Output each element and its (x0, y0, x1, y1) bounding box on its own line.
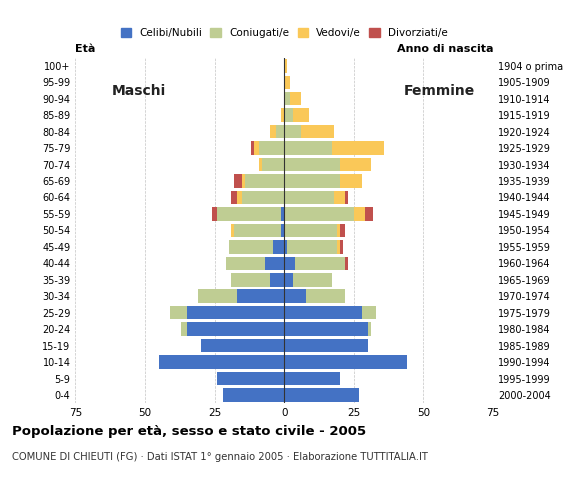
Bar (229, 240, 273, 253)
Bar (170, 306, 187, 319)
Bar (284, 289, 306, 303)
Bar (270, 125, 276, 138)
Bar (334, 191, 346, 204)
Text: Anno di nascita: Anno di nascita (397, 44, 493, 54)
Bar (259, 142, 284, 155)
Bar (218, 207, 281, 221)
Bar (259, 158, 262, 171)
Bar (284, 207, 354, 221)
Bar (281, 108, 284, 122)
Bar (242, 191, 284, 204)
Bar (231, 191, 237, 204)
Bar (284, 59, 287, 72)
Bar (284, 191, 334, 204)
Bar (234, 174, 242, 188)
Bar (354, 207, 365, 221)
Text: Popolazione per età, sesso e stato civile - 2005: Popolazione per età, sesso e stato civil… (12, 425, 366, 438)
Bar (159, 355, 284, 369)
Bar (187, 323, 284, 336)
Bar (242, 174, 245, 188)
Bar (301, 125, 334, 138)
Bar (284, 257, 295, 270)
Bar (290, 92, 301, 106)
Bar (346, 191, 348, 204)
Bar (237, 289, 284, 303)
Bar (284, 158, 340, 171)
Bar (284, 372, 340, 385)
Bar (281, 224, 284, 237)
Bar (253, 142, 259, 155)
Bar (201, 339, 284, 352)
Bar (231, 273, 270, 287)
Bar (284, 355, 407, 369)
Bar (337, 240, 340, 253)
Bar (181, 323, 187, 336)
Bar (284, 339, 368, 352)
Bar (284, 323, 368, 336)
Bar (340, 224, 346, 237)
Bar (284, 174, 340, 188)
Bar (337, 224, 340, 237)
Bar (346, 257, 348, 270)
Bar (340, 174, 362, 188)
Bar (226, 257, 264, 270)
Bar (292, 273, 332, 287)
Bar (306, 289, 346, 303)
Bar (187, 306, 284, 319)
Bar (223, 388, 284, 402)
Bar (281, 207, 284, 221)
Bar (245, 174, 284, 188)
Bar (284, 388, 360, 402)
Bar (340, 240, 343, 253)
Bar (212, 207, 218, 221)
Bar (368, 323, 371, 336)
Bar (262, 158, 284, 171)
Bar (270, 273, 284, 287)
Bar (284, 92, 290, 106)
Bar (284, 75, 290, 89)
Bar (284, 240, 287, 253)
Bar (365, 207, 374, 221)
Bar (251, 142, 253, 155)
Bar (340, 158, 371, 171)
Bar (284, 224, 337, 237)
Bar (287, 240, 337, 253)
Bar (332, 142, 385, 155)
Bar (284, 142, 332, 155)
Text: Femmine: Femmine (404, 84, 475, 97)
Bar (295, 257, 346, 270)
Bar (292, 108, 309, 122)
Text: Età: Età (75, 44, 96, 54)
Bar (362, 306, 376, 319)
Bar (276, 125, 284, 138)
Bar (231, 224, 234, 237)
Text: COMUNE DI CHIEUTI (FG) · Dati ISTAT 1° gennaio 2005 · Elaborazione TUTTITALIA.IT: COMUNE DI CHIEUTI (FG) · Dati ISTAT 1° g… (12, 452, 427, 462)
Bar (237, 191, 242, 204)
Bar (234, 224, 281, 237)
Legend: Celibi/Nubili, Coniugati/e, Vedovi/e, Divorziati/e: Celibi/Nubili, Coniugati/e, Vedovi/e, Di… (121, 28, 448, 38)
Bar (284, 273, 292, 287)
Bar (273, 240, 284, 253)
Bar (264, 257, 284, 270)
Bar (198, 289, 237, 303)
Bar (218, 372, 284, 385)
Bar (284, 108, 292, 122)
Bar (284, 306, 362, 319)
Bar (284, 125, 301, 138)
Text: Maschi: Maschi (111, 84, 166, 97)
